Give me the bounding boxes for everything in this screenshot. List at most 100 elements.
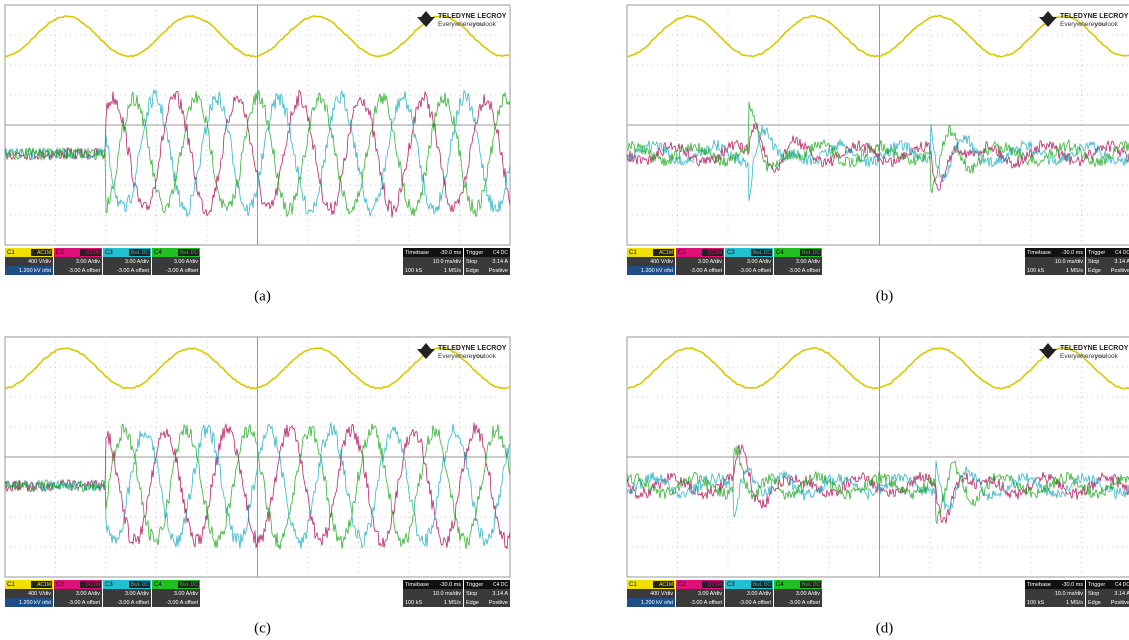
- trigger-source: C4 DC: [493, 582, 508, 588]
- channel-offset: -3.00 A offset: [690, 268, 722, 274]
- channel-offset: -3.00 A offset: [788, 268, 820, 274]
- trigger-slope: Positive: [489, 600, 508, 606]
- figure: TELEDYNE LECROYEverywhereyoulookC1AC1M40…: [0, 0, 1129, 640]
- channel-name: C4: [154, 250, 162, 256]
- tagline-part: you: [472, 353, 484, 360]
- timebase-value: -30.0 ms: [440, 250, 462, 256]
- tagline-part: Everywhere: [1060, 21, 1095, 28]
- trigger-slope: Positive: [1111, 600, 1129, 606]
- timebase-label: Timebase: [405, 582, 429, 588]
- tagline-part: you: [1094, 21, 1106, 28]
- timebase-value: -30.0 ms: [1062, 582, 1084, 588]
- channel-offset: 1.200 kV ofst: [641, 600, 674, 606]
- channel-scale: 400 V/div: [650, 591, 673, 597]
- trigger-mode: Stop: [466, 259, 477, 265]
- trigger-mode: Stop: [1088, 591, 1099, 597]
- channel-name: C4: [776, 250, 784, 256]
- brand: TELEDYNE LECROY: [438, 345, 507, 352]
- trigger-slope: Positive: [489, 268, 508, 274]
- channel-coupling: BwL DC: [131, 250, 150, 256]
- channel-name: C3: [727, 582, 735, 588]
- channel-scale: 3.00 A/div: [747, 591, 771, 597]
- trigger-label: Trigger: [1088, 582, 1105, 588]
- timebase-label: Timebase: [1027, 250, 1051, 256]
- trigger-level: 3.14 A: [1114, 591, 1129, 597]
- channel-name: C1: [629, 250, 637, 256]
- trigger-mode: Stop: [1088, 259, 1099, 265]
- channel-offset: -3.00 A offset: [788, 600, 820, 606]
- channel-name: C3: [727, 250, 735, 256]
- channel-offset: -3.00 A offset: [68, 268, 100, 274]
- tagline: Everywhereyoulook: [1060, 353, 1119, 360]
- tagline-part: you: [1094, 353, 1106, 360]
- channel-offset: -3.00 A offset: [739, 600, 771, 606]
- channel-offset: -3.00 A offset: [117, 600, 149, 606]
- trigger-mode: Stop: [466, 591, 477, 597]
- trigger-label: Trigger: [466, 582, 483, 588]
- channel-scale: 3.00 A/div: [174, 259, 198, 265]
- channel-name: C3: [105, 582, 113, 588]
- channel-scale: 3.00 A/div: [747, 259, 771, 265]
- timebase-samples: 100 kS: [1027, 600, 1044, 606]
- channel-name: C1: [7, 582, 15, 588]
- tagline-part: look: [1106, 21, 1119, 28]
- channel-scale: 3.00 A/div: [76, 591, 100, 597]
- channel-offset: 1.200 kV ofst: [19, 600, 52, 606]
- channel-scale: 3.00 A/div: [125, 591, 149, 597]
- timebase-samples: 100 kS: [405, 600, 422, 606]
- timebase-rate: 1 MS/s: [444, 600, 461, 606]
- timebase-rate: 1 MS/s: [1066, 268, 1083, 274]
- channel-coupling: AC1M: [37, 250, 51, 256]
- channel-offset: -3.00 A offset: [166, 600, 198, 606]
- channel-offset: 1.200 kV ofst: [641, 268, 674, 274]
- channel-offset: -3.00 A offset: [117, 268, 149, 274]
- channel-scale: 3.00 A/div: [125, 259, 149, 265]
- channel-coupling: AC1M: [659, 250, 673, 256]
- tagline: Everywhereyoulook: [438, 353, 497, 360]
- channel-coupling: AC1M: [659, 582, 673, 588]
- timebase-rate: 1 MS/s: [444, 268, 461, 274]
- channel-scale: 400 V/div: [28, 591, 51, 597]
- trigger-level: 3.14 A: [1114, 259, 1129, 265]
- channel-scale: 3.00 A/div: [174, 591, 198, 597]
- timebase-rate: 1 MS/s: [1066, 600, 1083, 606]
- channel-name: C3: [105, 250, 113, 256]
- tagline-part: you: [472, 21, 484, 28]
- channel-scale: 3.00 A/div: [76, 259, 100, 265]
- caption: (b): [876, 288, 894, 304]
- trigger-source: C4 DC: [1115, 250, 1129, 256]
- scope-panel: TELEDYNE LECROYEverywhereyoulookC1AC1M40…: [627, 337, 1129, 636]
- tagline-part: Everywhere: [438, 353, 473, 360]
- channel-coupling: BwL DC: [753, 582, 772, 588]
- channel-coupling: AC1M: [37, 582, 51, 588]
- channel-coupling: BwL DC: [180, 250, 199, 256]
- channel-offset: -3.00 A offset: [166, 268, 198, 274]
- tagline: Everywhereyoulook: [438, 21, 497, 28]
- trigger-label: Trigger: [466, 250, 483, 256]
- trigger-level: 3.14 A: [492, 591, 508, 597]
- caption: (c): [254, 620, 271, 636]
- channel-name: C2: [56, 582, 64, 588]
- trigger-source: C4 DC: [1115, 582, 1129, 588]
- tagline: Everywhereyoulook: [1060, 21, 1119, 28]
- channel-scale: 3.00 A/div: [698, 259, 722, 265]
- channel-name: C2: [678, 582, 686, 588]
- channel-coupling: BwL DC: [802, 250, 821, 256]
- timebase-samples: 100 kS: [405, 268, 422, 274]
- channel-name: C1: [629, 582, 637, 588]
- trigger-type: Edge: [466, 600, 479, 606]
- channel-coupling: BwL DC: [131, 582, 150, 588]
- tagline-part: look: [484, 21, 497, 28]
- channel-coupling: DC1M: [86, 582, 100, 588]
- channel-coupling: DC1M: [86, 250, 100, 256]
- trigger-type: Edge: [1088, 600, 1101, 606]
- channel-coupling: DC1M: [708, 250, 722, 256]
- timebase-value: -30.0 ms: [1062, 250, 1084, 256]
- brand: TELEDYNE LECROY: [438, 13, 507, 20]
- trigger-slope: Positive: [1111, 268, 1129, 274]
- trigger-level: 3.14 A: [492, 259, 508, 265]
- caption: (a): [254, 288, 271, 304]
